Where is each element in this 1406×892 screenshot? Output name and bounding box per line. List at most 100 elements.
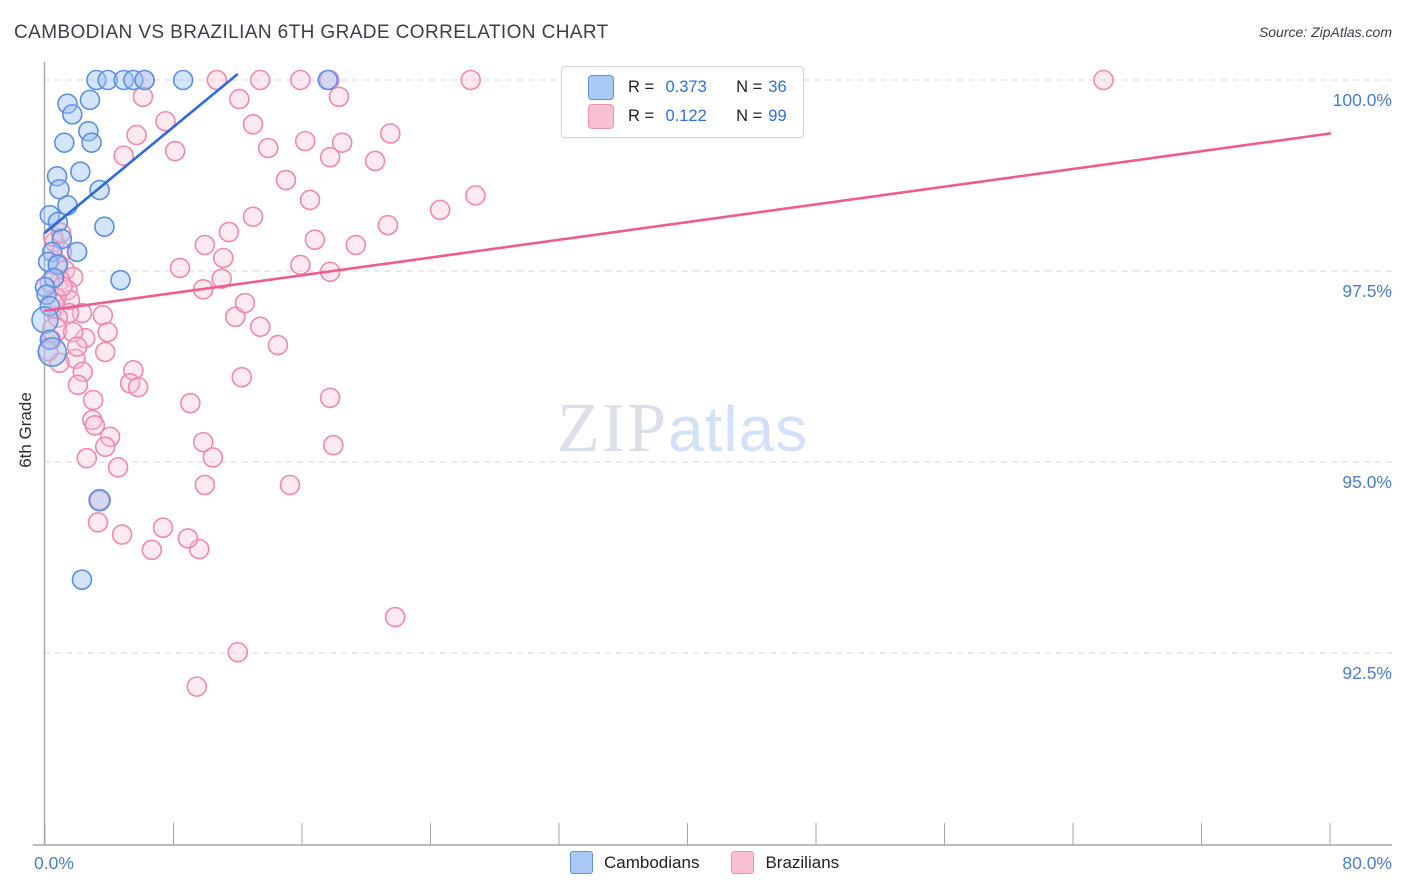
n-value-brazilians: 99 [768,107,787,125]
point-cambodians [46,165,68,187]
n-value-cambodians: 36 [768,78,787,96]
point-brazilians [1093,69,1114,91]
point-cambodians [97,69,118,91]
point-brazilians [113,145,135,166]
point-brazilians [384,606,406,628]
point-cambodians [31,306,59,334]
r-value-cambodians: 0.373 [665,78,707,96]
watermark-zip: ZIP [557,390,668,467]
y-tick-label: 97.5% [1342,281,1392,301]
point-cambodians [172,69,194,91]
brazilians-swatch [588,104,614,129]
point-cambodians [57,194,78,216]
point-brazilians [212,247,234,269]
point-brazilians [211,268,232,289]
point-brazilians [94,341,116,363]
point-brazilians [380,123,401,144]
point-cambodians [71,569,93,590]
point-brazilians [249,316,271,338]
legend-row-brazilians: R = 0.122 N = 99 [588,104,787,129]
point-brazilians [74,327,96,349]
point-brazilians [429,199,451,221]
point-brazilians [242,114,264,135]
point-cambodians [78,120,99,142]
point-brazilians [345,234,367,256]
point-brazilians [275,169,297,191]
point-brazilians [107,457,129,478]
y-tick-label: 100.0% [1333,90,1392,110]
point-brazilians [92,305,114,326]
point-cambodians [47,254,69,276]
point-brazilians [186,676,208,697]
point-brazilians [127,376,149,398]
point-brazilians [164,140,186,162]
y-axis-title: 6th Grade [16,392,35,468]
point-brazilians [267,334,289,356]
point-brazilians [323,434,344,456]
point-cambodians [86,69,107,91]
series-legend: Cambodians Brazilians [570,851,839,874]
brazilians-legend-swatch [731,851,755,874]
point-cambodians [53,132,75,153]
point-brazilians [194,234,216,256]
correlation-legend-box: R = 0.373 N = 36 R = 0.122 N = 99 [561,66,804,138]
point-cambodians [36,284,57,305]
point-brazilians [227,641,249,663]
point-brazilians [242,206,264,228]
n-label: N = [736,107,763,125]
point-brazilians [249,69,271,91]
r-value-brazilians: 0.122 [665,107,707,125]
point-cambodians [70,161,91,182]
point-brazilians [87,512,109,533]
point-cambodians [79,89,101,111]
point-brazilians [218,221,240,243]
point-brazilians [177,528,199,549]
point-brazilians [76,447,98,469]
point-brazilians [84,415,106,436]
point-brazilians [294,130,316,152]
point-cambodians [110,269,131,291]
point-brazilians [202,447,224,468]
page-title: CAMBODIAN VS BRAZILIAN 6TH GRADE CORRELA… [14,22,609,43]
legend-item-cambodians: Cambodians [570,851,699,874]
point-cambodians [62,104,83,125]
point-brazilians [231,366,253,388]
point-brazilians [155,110,176,132]
point-brazilians [331,132,353,153]
y-tick-label: 95.0% [1342,472,1392,492]
point-cambodians [57,93,78,114]
point-brazilians [290,254,311,276]
point-brazilians [377,214,399,236]
point-brazilians [67,374,89,396]
point-cambodians [123,69,144,91]
brazilians-legend-label: Brazilians [765,852,840,872]
point-brazilians [290,69,311,91]
point-brazilians [132,86,154,108]
point-brazilians [279,474,301,496]
r-label: R = [628,107,655,125]
point-brazilians [194,474,216,496]
point-cambodians [134,69,155,91]
point-brazilians [229,88,250,110]
point-brazilians [319,387,341,409]
point-brazilians [82,389,104,411]
point-brazilians [460,69,481,91]
point-brazilians [465,185,486,206]
point-cambodians [66,241,88,263]
cambodians-legend-label: Cambodians [604,852,700,872]
zipatlas-watermark: ZIPatlas [557,394,808,464]
trendline-cambodians [43,73,239,235]
point-brazilians [180,392,201,414]
point-brazilians [126,124,147,146]
point-brazilians [234,292,256,314]
x-axis-label-min: 0.0% [34,853,74,873]
point-brazilians [304,229,326,250]
point-cambodians [37,337,68,367]
watermark-atlas: atlas [668,393,809,465]
point-brazilians [206,69,228,91]
r-label: R = [628,78,655,96]
point-brazilians [72,361,94,383]
y-tick-label: 92.5% [1342,663,1392,683]
point-brazilians [152,517,174,539]
